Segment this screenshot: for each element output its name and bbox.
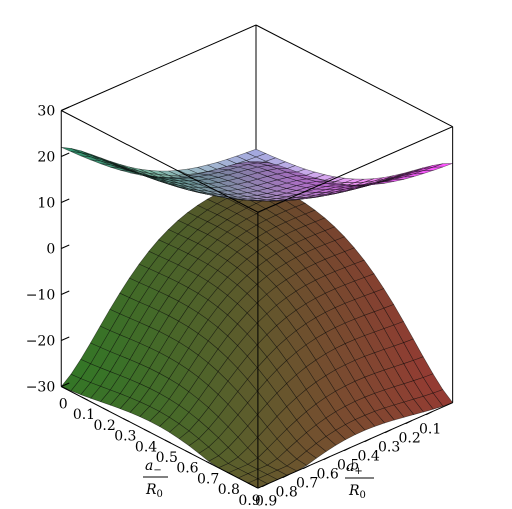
z-tick-label: −20: [26, 334, 56, 350]
x-axis-title: a+ R0: [345, 459, 374, 501]
frame-edge-floor-front-left: [61, 386, 259, 489]
y-axis-ticks: 0.10.20.30.40.50.60.70.80.9: [255, 411, 441, 509]
y-tick-label: 0.3: [378, 440, 400, 456]
z-tick-label: −30: [26, 380, 56, 396]
y-tick-mark: [282, 474, 289, 479]
y-tick-mark: [384, 429, 392, 434]
z-axis-ticks: −30 −20 −10 0 10 20 30: [26, 104, 70, 396]
x-tick-label: 0: [59, 397, 68, 413]
y-tick-label: 0.8: [276, 485, 298, 501]
z-tick-mark: [61, 152, 70, 157]
frame-edge-top-plus: [255, 24, 453, 128]
z-tick-label: 0: [46, 242, 55, 258]
y-tick-mark: [302, 465, 310, 470]
x-tick-label: 0.5: [156, 450, 178, 466]
y-tick-label: 0.1: [419, 422, 441, 438]
x-axis-ticks: 0 0.10.20.30.40.50.60.70.80.9: [59, 386, 261, 509]
z-tick-mark: [61, 336, 70, 341]
x-tick-mark: [143, 428, 151, 433]
y-axis-title: a− R0: [143, 458, 168, 500]
z-tick-label: 20: [37, 150, 55, 166]
x-tick-mark: [81, 396, 89, 401]
x-axis-title-denominator: R0: [348, 483, 366, 501]
x-tick-mark: [102, 407, 109, 412]
y-tick-label: 0.6: [317, 467, 339, 483]
x-tick-label: 0.9: [238, 493, 260, 509]
x-tick-label: 0.8: [218, 482, 240, 498]
y-axis-title-numerator: a−: [145, 458, 162, 476]
y-tick-label: 0.7: [296, 476, 318, 492]
frame-edge-top-right: [257, 126, 453, 213]
x-tick-mark: [247, 482, 254, 487]
frame-edge-top-minus: [61, 24, 257, 111]
y-tick-label: 0.9: [255, 494, 277, 509]
surface-upper: [61, 147, 453, 202]
z-tick-mark: [61, 382, 70, 387]
x-axis-title-numerator: a+: [346, 459, 363, 477]
y-axis-title-denominator: R0: [145, 482, 163, 500]
x-tick-mark: [185, 450, 192, 455]
surface-upper-patch: [248, 161, 268, 164]
x-tick-label: 0.7: [197, 471, 219, 487]
x-tick-mark: [61, 386, 68, 390]
z-tick-label: −10: [26, 288, 56, 304]
y-tick-mark: [405, 420, 412, 425]
x-tick-label: 0.3: [114, 429, 136, 445]
frame-edge-floor-front-right: [257, 402, 453, 489]
x-tick-mark: [123, 418, 130, 423]
z-tick-mark: [61, 244, 70, 249]
y-tick-mark: [261, 483, 269, 488]
z-tick-mark: [61, 198, 70, 203]
y-tick-label: 0.5: [337, 458, 359, 474]
x-tick-label: 0.4: [135, 439, 157, 455]
frame-edge-top-left: [61, 110, 259, 213]
z-tick-mark: [61, 106, 70, 111]
x-tick-label: 0.2: [94, 418, 116, 434]
surface-lower: [60, 176, 454, 489]
surface-sheets: [60, 147, 454, 489]
y-tick-label: 0.2: [399, 431, 421, 447]
x-tick-mark: [226, 471, 234, 476]
y-tick-mark: [343, 447, 351, 452]
y-tick-label: 0.4: [358, 449, 380, 465]
y-tick-mark: [323, 456, 330, 461]
x-tick-mark: [164, 439, 171, 444]
y-tick-mark: [425, 411, 433, 416]
x-tick-label: 0.1: [73, 407, 95, 423]
x-tick-mark: [205, 460, 213, 465]
y-tick-mark: [364, 438, 371, 443]
x-tick-label: 0.6: [176, 461, 198, 477]
z-tick-label: 10: [37, 196, 55, 212]
z-tick-label: 30: [37, 104, 55, 120]
z-tick-mark: [61, 290, 70, 295]
